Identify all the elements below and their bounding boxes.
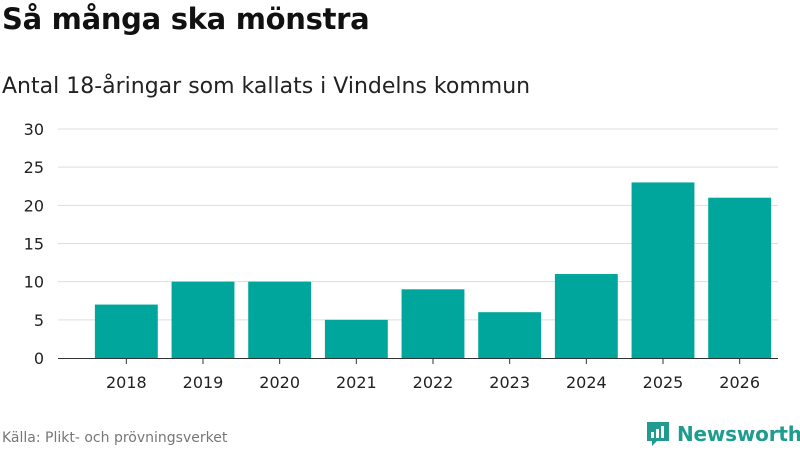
x-tick-label: 2019 — [183, 373, 224, 392]
y-tick-label: 15 — [24, 235, 44, 254]
x-tick-label: 2021 — [336, 373, 377, 392]
brand-name: Newsworthy — [677, 422, 800, 446]
newsworthy-logo-icon — [647, 422, 669, 446]
bar — [94, 304, 158, 358]
bar — [708, 197, 772, 358]
x-tick-label: 2022 — [413, 373, 454, 392]
source-note: Källa: Plikt- och prövningsverket — [2, 430, 228, 446]
x-tick-label: 2025 — [643, 373, 684, 392]
bar — [171, 281, 235, 358]
bar — [401, 289, 465, 358]
brand-logo[interactable]: Newsworthy — [645, 421, 800, 447]
bar — [248, 281, 312, 358]
bar — [554, 274, 618, 358]
x-tick-label: 2026 — [719, 373, 760, 392]
chart-title: Så många ska mönstra — [2, 2, 370, 36]
bar — [324, 319, 388, 358]
y-tick-label: 20 — [24, 196, 44, 215]
x-tick-label: 2023 — [489, 373, 530, 392]
y-tick-label: 0 — [34, 349, 44, 368]
bar — [631, 182, 695, 358]
y-tick-label: 5 — [34, 311, 44, 330]
x-tick-label: 2024 — [566, 373, 607, 392]
chart-subtitle: Antal 18-åringar som kallats i Vindelns … — [2, 74, 531, 99]
y-tick-label: 25 — [24, 158, 44, 177]
x-tick-label: 2020 — [259, 373, 300, 392]
y-tick-label: 10 — [24, 273, 44, 292]
x-tick-label: 2018 — [106, 373, 147, 392]
y-tick-label: 30 — [24, 120, 44, 139]
bar — [478, 312, 542, 358]
